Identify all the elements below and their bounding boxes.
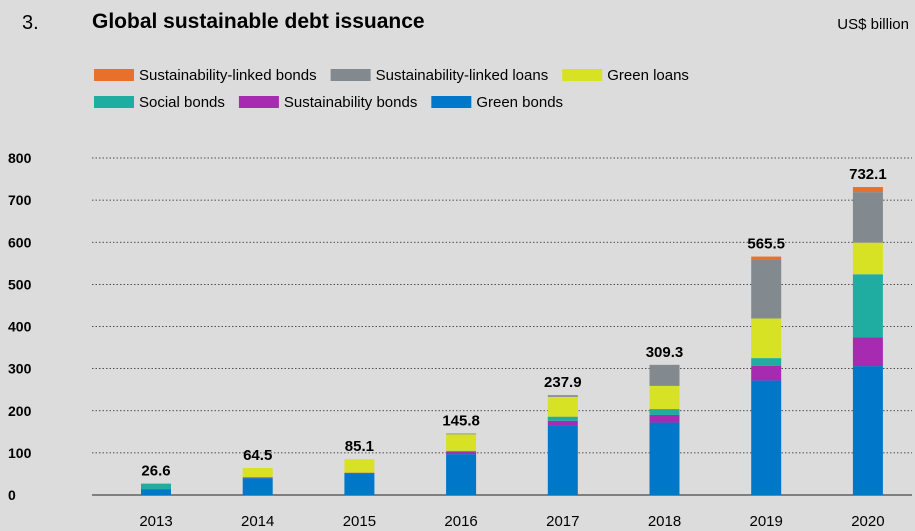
- bar-segment-green-bonds: [141, 489, 171, 495]
- legend-swatch: [431, 96, 472, 108]
- bar-segment-sustainability-bonds: [852, 337, 883, 367]
- legend-label: Green bonds: [476, 94, 563, 111]
- x-tick-label: 2017: [546, 513, 579, 530]
- bar-segment-green-bonds: [446, 454, 477, 495]
- legend-label: Sustainability-linked bonds: [139, 67, 317, 84]
- bar-segment-green-bonds: [751, 380, 782, 495]
- total-label-2018: 309.3: [646, 344, 684, 361]
- legend-swatch: [562, 69, 603, 81]
- total-label-2014: 64.5: [243, 447, 272, 464]
- bar-segment-green-bonds: [242, 478, 273, 495]
- legend-label: Sustainability-linked loans: [376, 67, 549, 84]
- bar-segment-green-bonds: [547, 425, 578, 495]
- total-label-2020: 732.1: [849, 166, 887, 183]
- y-tick-label: 0: [8, 487, 16, 503]
- legend: Sustainability-linked bonds Sustainabilit…: [94, 67, 689, 111]
- bar-stack-2019: [751, 256, 782, 495]
- bar-segment-sustainability-bonds: [649, 414, 680, 423]
- legend-item-sustainability-bonds: Sustainability bonds: [238, 94, 417, 111]
- y-tick-label: 200: [8, 403, 32, 419]
- bar-segment-sustainability-linked-bonds: [751, 256, 782, 260]
- legend-item-green-loans: Green loans: [562, 67, 689, 84]
- bar-stack-2014: [242, 468, 273, 495]
- chart-title: Global sustainable debt issuance: [92, 10, 425, 33]
- legend-label: Sustainability bonds: [284, 94, 417, 111]
- bar-stack-2016: [446, 433, 477, 495]
- y-tick-label: 100: [8, 445, 32, 461]
- legend-item-sustainability-linked-loans: Sustainability-linked loans: [330, 67, 549, 84]
- bar-segment-green-bonds: [649, 422, 680, 495]
- total-label-2019: 565.5: [747, 236, 785, 253]
- y-tick-label: 700: [8, 192, 32, 208]
- bar-segment-sustainability-linked-loans: [649, 364, 680, 386]
- bar-segment-green-loans: [852, 242, 883, 275]
- bar-segment-social-bonds: [852, 274, 883, 338]
- x-tick-label: 2020: [851, 513, 884, 530]
- bar-stack-2017: [547, 395, 578, 495]
- legend-item-social-bonds: Social bonds: [94, 94, 225, 111]
- bar-segment-social-bonds: [547, 416, 578, 421]
- legend-swatch: [94, 69, 134, 81]
- total-label-2015: 85.1: [345, 438, 374, 455]
- gridlines: [92, 157, 912, 496]
- total-label-2016: 145.8: [442, 412, 480, 429]
- y-axis: 0 100 200 300 400 500 600 700 800: [8, 150, 32, 503]
- total-label-2017: 237.9: [544, 374, 582, 391]
- figure-number: 3.: [22, 12, 39, 34]
- bar-segment-green-bonds: [852, 366, 883, 495]
- bar-segment-green-loans: [446, 434, 477, 451]
- x-tick-label: 2013: [139, 513, 172, 530]
- bar-segment-sustainability-bonds: [547, 420, 578, 426]
- y-tick-label: 600: [8, 234, 32, 250]
- bar-segment-green-loans: [649, 385, 680, 410]
- bar-segment-social-bonds: [751, 358, 782, 366]
- x-tick-label: 2019: [750, 513, 783, 530]
- bar-segment-green-bonds: [344, 473, 375, 495]
- y-tick-label: 300: [8, 361, 32, 377]
- legend-swatch: [238, 96, 279, 108]
- bars: [141, 187, 883, 495]
- x-tick-label: 2014: [241, 513, 274, 530]
- bar-segment-sustainability-linked-loans: [751, 259, 782, 319]
- bar-segment-sustainability-bonds: [446, 452, 477, 455]
- x-tick-label: 2016: [444, 513, 477, 530]
- y-tick-label: 500: [8, 276, 32, 292]
- legend-label: Social bonds: [139, 94, 225, 111]
- legend-swatch: [94, 96, 134, 108]
- x-tick-label: 2018: [648, 513, 681, 530]
- legend-swatch: [330, 69, 371, 81]
- bar-stack-2013: [141, 483, 171, 495]
- bar-segment-sustainability-bonds: [242, 477, 273, 479]
- y-tick-label: 800: [8, 150, 32, 166]
- bar-segment-sustainability-linked-loans: [852, 192, 883, 243]
- bar-segment-sustainability-linked-loans: [446, 433, 477, 435]
- bar-segment-sustainability-bonds: [751, 365, 782, 381]
- bar-segment-green-loans: [547, 396, 578, 417]
- bar-segment-sustainability-linked-loans: [547, 395, 578, 397]
- bar-segment-green-loans: [344, 459, 375, 473]
- bar-segment-social-bonds: [649, 409, 680, 415]
- legend-item-sustainability-linked-bonds: Sustainability-linked bonds: [94, 67, 317, 84]
- x-tick-label: 2015: [343, 513, 376, 530]
- bar-segment-social-bonds: [141, 483, 171, 490]
- bar-segment-sustainability-linked-bonds: [852, 187, 883, 193]
- bar-segment-green-loans: [751, 318, 782, 359]
- total-label-2013: 26.6: [141, 463, 170, 480]
- legend-label: Green loans: [607, 67, 689, 84]
- legend-item-green-bonds: Green bonds: [431, 94, 563, 111]
- y-tick-label: 400: [8, 319, 32, 335]
- bar-segment-green-loans: [242, 468, 273, 478]
- bar-stack-2020: [852, 187, 883, 495]
- unit-label: US$ billion: [837, 16, 909, 33]
- bar-segment-sustainability-bonds: [344, 472, 375, 474]
- bar-segment-social-bonds: [446, 450, 477, 453]
- total-labels: 26.6 64.5 85.1 145.8 237.9 309.3 565.5 732.1: [141, 166, 886, 480]
- bar-stack-2018: [649, 364, 680, 495]
- bar-stack-2015: [344, 459, 375, 495]
- x-axis: 2013 2014 2015 2016 2017 2018 2019 2020: [139, 513, 884, 530]
